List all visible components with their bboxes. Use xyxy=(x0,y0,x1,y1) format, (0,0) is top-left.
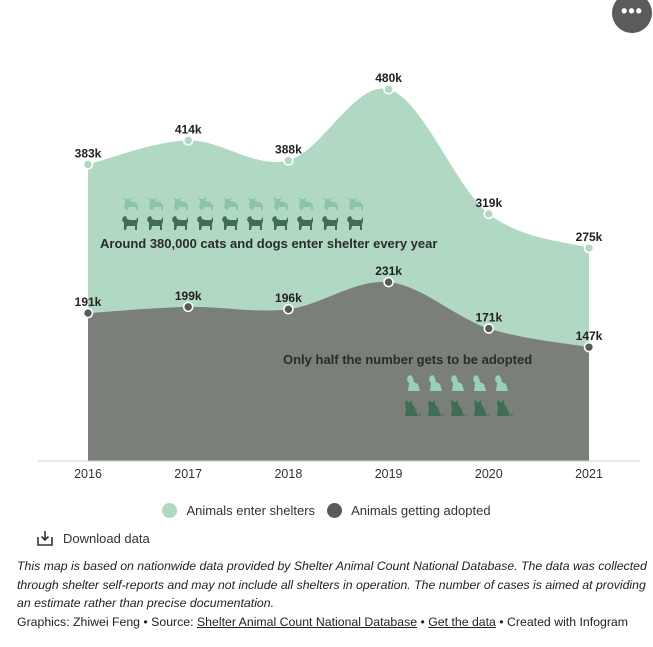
footnote: This map is based on nationwide data pro… xyxy=(17,557,649,631)
data-label-enter-2019: 480k xyxy=(375,71,402,85)
area-layer xyxy=(88,88,589,461)
point-enter-2019[interactable] xyxy=(383,83,394,95)
created-with: • Created with Infogram xyxy=(495,614,629,629)
legend-swatch-enter xyxy=(162,503,178,518)
get-data-link[interactable]: Get the data xyxy=(428,614,496,629)
more-options-button[interactable]: ••• xyxy=(612,0,652,33)
legend-item-enter[interactable]: Animals enter shelters xyxy=(162,503,315,518)
legend-label-adopted: Animals getting adopted xyxy=(351,503,491,518)
point-enter-2016[interactable] xyxy=(82,159,94,170)
area-chart: 383k 414k 388k 480k 319k 275k 191k 199k 196k 231k… xyxy=(38,71,640,481)
x-tick-2020: 2020 xyxy=(475,467,503,481)
point-enter-2017[interactable] xyxy=(182,135,194,146)
graphics-credit: Graphics: Zhiwei Feng • Source: xyxy=(17,614,197,629)
download-label: Download data xyxy=(63,530,150,546)
x-tick-2017: 2017 xyxy=(174,467,202,481)
source-link[interactable]: Shelter Animal Count National Database xyxy=(196,614,418,629)
area-adopted xyxy=(88,281,589,461)
data-label-enter-2017: 414k xyxy=(175,122,202,136)
tick-layer: 2016 2017 2018 2019 2020 2021 xyxy=(74,467,603,481)
data-label-adopted-2020: 171k xyxy=(475,311,502,325)
ellipsis-icon: ••• xyxy=(621,1,643,21)
legend-label-enter: Animals enter shelters xyxy=(186,503,316,518)
data-label-adopted-2017: 199k xyxy=(175,289,202,303)
download-data-button[interactable]: Download data xyxy=(37,530,150,546)
footnote-text: This map is based on nationwide data pro… xyxy=(17,559,647,610)
point-adopted-2019[interactable] xyxy=(383,276,394,288)
point-adopted-2020[interactable] xyxy=(483,323,495,334)
credits-line: Graphics: Zhiwei Feng • Source: Shelter … xyxy=(17,613,649,632)
x-tick-2019: 2019 xyxy=(375,467,403,481)
annotation-enter: Around 380,000 cats and dogs enter shelt… xyxy=(100,236,437,251)
data-label-enter-2021: 275k xyxy=(576,230,603,244)
point-adopted-2018[interactable] xyxy=(283,303,294,315)
x-tick-2016: 2016 xyxy=(74,467,102,481)
data-label-adopted-2016: 191k xyxy=(75,295,102,309)
legend-swatch-adopted xyxy=(327,503,343,518)
annotation-adopted: Only half the number gets to be adopted xyxy=(283,352,532,367)
data-label-enter-2020: 319k xyxy=(475,196,502,210)
point-enter-2020[interactable] xyxy=(483,208,495,220)
point-adopted-2016[interactable] xyxy=(82,307,94,319)
data-label-adopted-2019: 231k xyxy=(375,264,402,278)
label-layer: 383k 414k 388k 480k 319k 275k 191k 199k 196k 231k… xyxy=(75,71,603,343)
download-icon xyxy=(37,531,53,546)
chart-legend: Animals enter shelters Animals getting a… xyxy=(0,503,653,518)
data-label-adopted-2018: 196k xyxy=(275,291,302,305)
point-adopted-2017[interactable] xyxy=(182,301,194,313)
point-enter-2018[interactable] xyxy=(283,155,294,166)
x-tick-2021: 2021 xyxy=(575,467,603,481)
legend-item-adopted[interactable]: Animals getting adopted xyxy=(327,503,491,518)
x-tick-2018: 2018 xyxy=(274,467,302,481)
data-label-adopted-2021: 147k xyxy=(576,329,603,343)
data-label-enter-2018: 388k xyxy=(275,142,302,156)
point-enter-2021[interactable] xyxy=(583,242,595,254)
data-label-enter-2016: 383k xyxy=(75,146,102,160)
credits-separator: • xyxy=(417,614,429,629)
point-adopted-2021[interactable] xyxy=(583,341,595,353)
marker-layer xyxy=(82,83,595,353)
